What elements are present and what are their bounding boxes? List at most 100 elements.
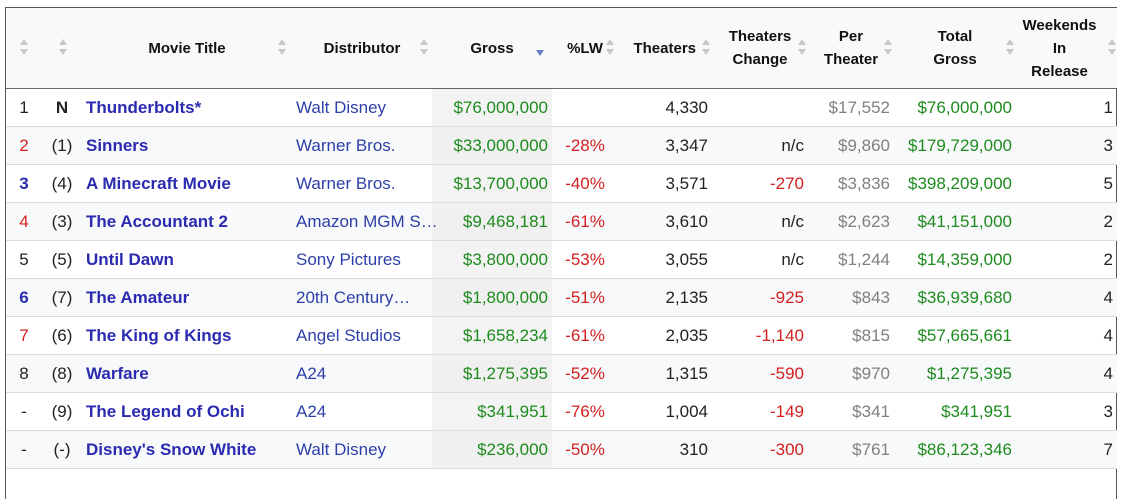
movie-title-link[interactable]: Thunderbolts*	[86, 97, 202, 117]
percent-lw-cell: -28%	[552, 126, 618, 165]
gross-cell: $1,800,000	[432, 278, 552, 317]
movie-title-cell: Warfare	[82, 354, 292, 393]
total-gross-cell: $76,000,000	[894, 88, 1016, 127]
distributor-cell: Walt Disney	[292, 430, 432, 469]
sort-icon[interactable]	[1006, 39, 1014, 57]
distributor-link[interactable]: 20th Century…	[296, 287, 411, 307]
gross-cell: $13,700,000	[432, 164, 552, 203]
theaters-cell: 1,315	[618, 354, 712, 393]
col-weekends-header[interactable]: Weekends In Release	[1016, 8, 1117, 89]
distributor-cell: Angel Studios	[292, 316, 432, 355]
percent-lw-cell: -76%	[552, 392, 618, 431]
total-gross-cell: $398,209,000	[894, 164, 1016, 203]
rank-cell: -	[6, 430, 42, 469]
percent-lw-cell: -53%	[552, 240, 618, 279]
last-week-rank-cell: (3)	[42, 202, 82, 241]
table-row: - (9) The Legend of Ochi A24 $341,951 -7…	[6, 392, 1117, 431]
movie-title-cell: The Amateur	[82, 278, 292, 317]
distributor-link[interactable]: Amazon MGM S…	[296, 211, 438, 231]
theaters-cell: 3,055	[618, 240, 712, 279]
gross-cell: $33,000,000	[432, 126, 552, 165]
last-week-rank-cell: (6)	[42, 316, 82, 355]
percent-lw-cell: -40%	[552, 164, 618, 203]
col-distributor-header[interactable]: Distributor	[292, 8, 432, 89]
box-office-table: Movie Title Distributor Gross %LW Theate…	[6, 8, 1117, 469]
per-theater-cell: $815	[808, 316, 894, 355]
movie-title-cell: Disney's Snow White	[82, 430, 292, 469]
movie-title-link[interactable]: The King of Kings	[86, 325, 232, 345]
distributor-link[interactable]: Warner Bros.	[296, 173, 396, 193]
sort-icon[interactable]	[278, 39, 286, 57]
distributor-cell: Amazon MGM S…	[292, 202, 438, 241]
theaters-cell: 4,330	[618, 88, 712, 127]
rank-cell: 4	[6, 202, 42, 241]
last-week-rank-cell: N	[42, 88, 82, 127]
weekends-cell: 2	[1016, 202, 1117, 241]
movie-title-link[interactable]: Disney's Snow White	[86, 439, 257, 459]
sort-icon[interactable]	[1108, 39, 1116, 57]
per-theater-cell: $1,244	[808, 240, 894, 279]
theaters-change-cell: -925	[712, 278, 808, 317]
movie-title-link[interactable]: Sinners	[86, 135, 149, 155]
col-theaters-change-header[interactable]: Theaters Change	[712, 8, 808, 89]
sort-icon[interactable]	[20, 39, 28, 57]
last-week-rank-cell: (5)	[42, 240, 82, 279]
total-gross-cell: $41,151,000	[894, 202, 1016, 241]
rank-cell: 7	[6, 316, 42, 355]
last-week-rank-cell: (7)	[42, 278, 82, 317]
sort-icon[interactable]	[59, 39, 67, 57]
sort-icon[interactable]	[420, 39, 428, 57]
col-total-gross-header[interactable]: Total Gross	[894, 8, 1016, 89]
distributor-link[interactable]: Sony Pictures	[296, 249, 401, 269]
table-row: 3 (4) A Minecraft Movie Warner Bros. $13…	[6, 164, 1117, 203]
theaters-change-cell: -590	[712, 354, 808, 393]
per-theater-cell: $341	[808, 392, 894, 431]
rank-cell: 5	[6, 240, 42, 279]
movie-title-link[interactable]: The Accountant 2	[86, 211, 228, 231]
header-row: Movie Title Distributor Gross %LW Theate…	[6, 8, 1117, 89]
col-per-theater-header[interactable]: Per Theater	[808, 8, 894, 89]
theaters-change-cell: -270	[712, 164, 808, 203]
table-row: 2 (1) Sinners Warner Bros. $33,000,000 -…	[6, 126, 1117, 165]
distributor-link[interactable]: A24	[296, 401, 327, 421]
movie-title-cell: Sinners	[82, 126, 292, 165]
sort-desc-icon[interactable]	[536, 39, 544, 57]
movie-title-link[interactable]: The Amateur	[86, 287, 190, 307]
rank-cell: 6	[6, 278, 42, 317]
table-row: 7 (6) The King of Kings Angel Studios $1…	[6, 316, 1117, 355]
col-last-week-header[interactable]	[42, 8, 82, 89]
movie-title-link[interactable]: The Legend of Ochi	[86, 401, 245, 421]
sort-icon[interactable]	[884, 39, 892, 57]
col-title-header[interactable]: Movie Title	[82, 8, 292, 89]
movie-title-link[interactable]: Until Dawn	[86, 249, 174, 269]
sort-icon[interactable]	[702, 39, 710, 57]
distributor-link[interactable]: Walt Disney	[296, 439, 387, 459]
distributor-link[interactable]: Walt Disney	[296, 97, 387, 117]
col-gross-header[interactable]: Gross	[432, 8, 552, 89]
col-rank-header[interactable]	[6, 8, 42, 89]
last-week-rank-cell: (-)	[42, 430, 82, 469]
distributor-cell: Warner Bros.	[292, 164, 432, 203]
col-lw-header[interactable]: %LW	[552, 8, 618, 89]
distributor-cell: A24	[292, 392, 432, 431]
gross-cell: $1,275,395	[432, 354, 552, 393]
table-row: 6 (7) The Amateur 20th Century… $1,800,0…	[6, 278, 1117, 317]
distributor-link[interactable]: Angel Studios	[296, 325, 401, 345]
theaters-cell: 3,347	[618, 126, 712, 165]
distributor-link[interactable]: Warner Bros.	[296, 135, 396, 155]
movie-title-link[interactable]: A Minecraft Movie	[86, 173, 231, 193]
col-theaters-header[interactable]: Theaters	[618, 8, 712, 89]
distributor-cell: A24	[292, 354, 432, 393]
per-theater-cell: $9,860	[808, 126, 894, 165]
table-row: 4 (3) The Accountant 2 Amazon MGM S… $9,…	[6, 202, 1117, 241]
total-gross-cell: $179,729,000	[894, 126, 1016, 165]
sort-icon[interactable]	[798, 39, 806, 57]
gross-cell: $9,468,181	[432, 202, 552, 241]
gross-cell: $1,658,234	[432, 316, 552, 355]
movie-title-link[interactable]: Warfare	[86, 363, 149, 383]
gross-cell: $76,000,000	[432, 88, 552, 127]
sort-icon[interactable]	[606, 39, 614, 57]
distributor-link[interactable]: A24	[296, 363, 327, 383]
weekends-cell: 4	[1016, 354, 1117, 393]
last-week-rank-cell: (4)	[42, 164, 82, 203]
